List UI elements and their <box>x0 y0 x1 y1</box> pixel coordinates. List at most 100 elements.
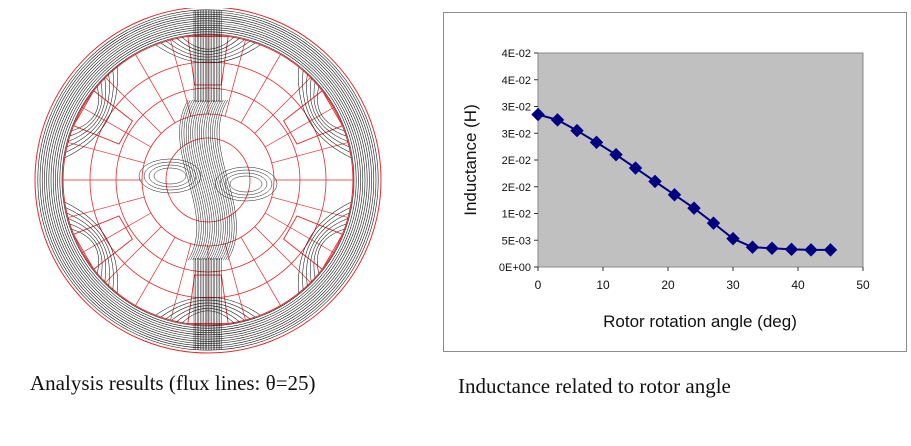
flux-line <box>210 99 228 261</box>
mesh-line <box>170 243 192 321</box>
flux-line <box>59 31 357 329</box>
flux-line <box>65 70 114 153</box>
flux-line <box>37 9 379 351</box>
flux-line <box>171 305 245 321</box>
flux-line <box>190 99 209 261</box>
mesh-line <box>254 77 311 134</box>
data-point-marker <box>823 243 838 257</box>
caption-flux-analysis: Analysis results (flux lines: θ=25) <box>30 371 316 395</box>
x-tick-label: 20 <box>661 278 675 292</box>
flux-line <box>302 70 351 153</box>
stator-pole <box>283 90 344 145</box>
chart-frame: 0E+00 5E-03 1E-02 2E-02 2E-02 3E-02 3E-02 4E-02… <box>443 12 907 352</box>
data-point-marker <box>531 107 545 122</box>
flux-line <box>66 74 110 148</box>
flux-line <box>160 299 256 318</box>
stator-pole <box>72 215 133 270</box>
mesh-line <box>271 196 349 218</box>
flux-line <box>61 33 355 327</box>
flux-line <box>306 212 350 286</box>
mesh-line <box>254 226 311 283</box>
data-point-marker <box>589 135 604 150</box>
data-point-marker <box>609 147 623 162</box>
stator-outer-boundary <box>34 8 382 354</box>
y-tick-label: 4E-02 <box>502 48 531 60</box>
flux-line <box>199 99 217 261</box>
flux-line <box>153 167 187 185</box>
mesh-line <box>224 39 246 117</box>
flux-line <box>188 99 206 261</box>
flux-line <box>71 228 99 274</box>
mesh-line <box>82 107 152 148</box>
flux-line <box>68 218 106 282</box>
flux-line <box>39 11 377 349</box>
y-tick-label: 1E-02 <box>502 209 531 221</box>
flux-line <box>201 99 220 261</box>
flux-line <box>229 175 263 193</box>
mesh-line <box>271 142 349 164</box>
flux-line <box>302 207 351 290</box>
x-tick-label: 0 <box>535 278 542 292</box>
flux-line <box>183 99 202 261</box>
flux-line <box>182 37 234 50</box>
x-axis-ticks: 0 10 20 30 40 50 <box>535 267 870 292</box>
data-point-marker <box>667 188 682 202</box>
data-point-marker <box>726 231 740 246</box>
flux-line <box>216 99 235 261</box>
mesh-line <box>240 236 281 306</box>
flux-line <box>219 169 273 199</box>
x-axis-label: Rotor rotation angle (deg) <box>603 312 797 331</box>
y-axis-label: Inductance (H) <box>461 104 480 216</box>
flux-line <box>57 29 359 331</box>
y-tick-label: 2E-02 <box>502 182 531 194</box>
stator-pole <box>283 215 344 270</box>
y-tick-label: 2E-02 <box>502 155 531 167</box>
flux-line <box>182 310 234 323</box>
plot-area <box>537 52 864 268</box>
flux-line <box>55 27 361 333</box>
flux-line <box>214 99 233 261</box>
x-tick-label: 50 <box>856 278 870 292</box>
flux-line <box>317 86 345 132</box>
y-tick-label: 3E-02 <box>502 102 531 114</box>
data-point-marker <box>648 174 662 189</box>
y-tick-label: 0E+00 <box>499 262 531 274</box>
mesh-line <box>135 236 176 306</box>
flux-lines <box>37 9 379 351</box>
flux-line <box>313 82 347 137</box>
mesh-line <box>82 212 152 253</box>
flux-line <box>306 74 350 148</box>
x-tick-label: 10 <box>596 278 610 292</box>
x-tick-label: 40 <box>791 278 805 292</box>
flux-line <box>148 164 192 188</box>
flux-line <box>218 99 237 261</box>
data-point-marker <box>804 243 818 257</box>
flux-line <box>310 78 348 142</box>
mesh-lines <box>34 8 382 354</box>
flux-line <box>298 66 352 159</box>
flux-line <box>317 228 345 274</box>
flux-line <box>41 13 375 347</box>
mesh-line <box>264 107 334 148</box>
flux-line <box>46 18 370 342</box>
flux-line <box>71 86 99 132</box>
flux-line <box>48 20 368 340</box>
flux-line <box>65 207 114 290</box>
mesh-line <box>240 54 281 124</box>
flux-line <box>205 99 224 261</box>
mesh-line <box>105 77 162 134</box>
stator-pole <box>72 90 133 145</box>
mesh-line <box>264 212 334 253</box>
y-tick-label: 3E-02 <box>502 128 531 140</box>
flux-line <box>165 40 251 58</box>
flux-line <box>194 99 213 261</box>
flux-line <box>66 212 110 286</box>
flux-line <box>50 22 366 338</box>
flux-line <box>160 42 256 61</box>
y-tick-label: 4E-02 <box>502 75 531 87</box>
flux-line <box>176 308 240 322</box>
flux-line <box>52 24 364 336</box>
data-point-marker <box>550 113 565 127</box>
stator-pole <box>187 274 229 325</box>
flux-line <box>64 66 118 159</box>
